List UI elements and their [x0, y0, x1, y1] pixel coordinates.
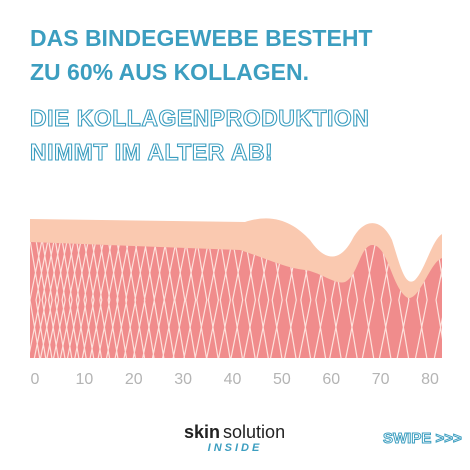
- subheadline: NIMMT IM ALTER AB!: [30, 139, 273, 165]
- logo-name: solution: [223, 422, 285, 442]
- age-tick-label: 0: [31, 371, 40, 388]
- age-tick-label: 60: [322, 371, 340, 388]
- age-tick-label: 40: [224, 371, 242, 388]
- collagen-fibers: [30, 242, 442, 358]
- age-tick-label: 50: [273, 371, 291, 388]
- logo-tagline: INSIDE: [208, 442, 263, 454]
- headline: ZU 60% AUS KOLLAGEN.: [30, 59, 309, 85]
- age-tick-label: 10: [75, 371, 93, 388]
- age-tick-label: 20: [125, 371, 143, 388]
- age-tick-label: 30: [174, 371, 192, 388]
- skin-dermis: [30, 242, 442, 358]
- age-tick-label: 80: [421, 371, 439, 388]
- logo-brand: skin: [184, 422, 220, 442]
- subheadline: DIE KOLLAGENPRODUKTION: [30, 105, 369, 131]
- logo: skin solution: [184, 422, 285, 442]
- fiber-lines: [30, 242, 442, 358]
- swipe-button[interactable]: SWIPE >>>: [383, 430, 463, 448]
- headline: DAS BINDEGEWEBE BESTEHT: [30, 25, 372, 51]
- age-tick-label: 70: [372, 371, 390, 388]
- age-axis: 0 10 20 30 40 50 60 70 80: [31, 371, 439, 388]
